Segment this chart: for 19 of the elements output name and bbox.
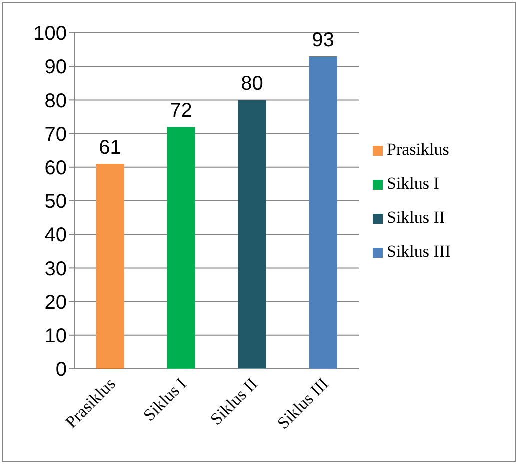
y-tick-label: 60 <box>44 158 67 180</box>
data-label: 80 <box>241 73 264 96</box>
y-tick-label: 0 <box>56 359 67 382</box>
y-tick-label: 90 <box>44 56 67 79</box>
legend-label: Siklus I <box>387 174 440 193</box>
y-tick-label: 80 <box>44 90 67 112</box>
legend-label: Siklus III <box>387 242 451 261</box>
y-tick-label: 100 <box>34 23 67 46</box>
data-label: 93 <box>312 30 334 52</box>
y-tick-label: 40 <box>44 224 67 247</box>
y-tick-label: 30 <box>44 258 67 280</box>
data-label: 72 <box>170 100 192 122</box>
legend-label: Siklus II <box>387 208 446 227</box>
y-tick-label: 50 <box>44 191 67 214</box>
data-label: 61 <box>99 137 122 160</box>
y-tick-label: 10 <box>44 326 67 348</box>
y-tick-label: 20 <box>44 292 67 314</box>
y-tick-label: 70 <box>44 124 67 146</box>
legend-label: Prasiklus <box>387 140 450 159</box>
